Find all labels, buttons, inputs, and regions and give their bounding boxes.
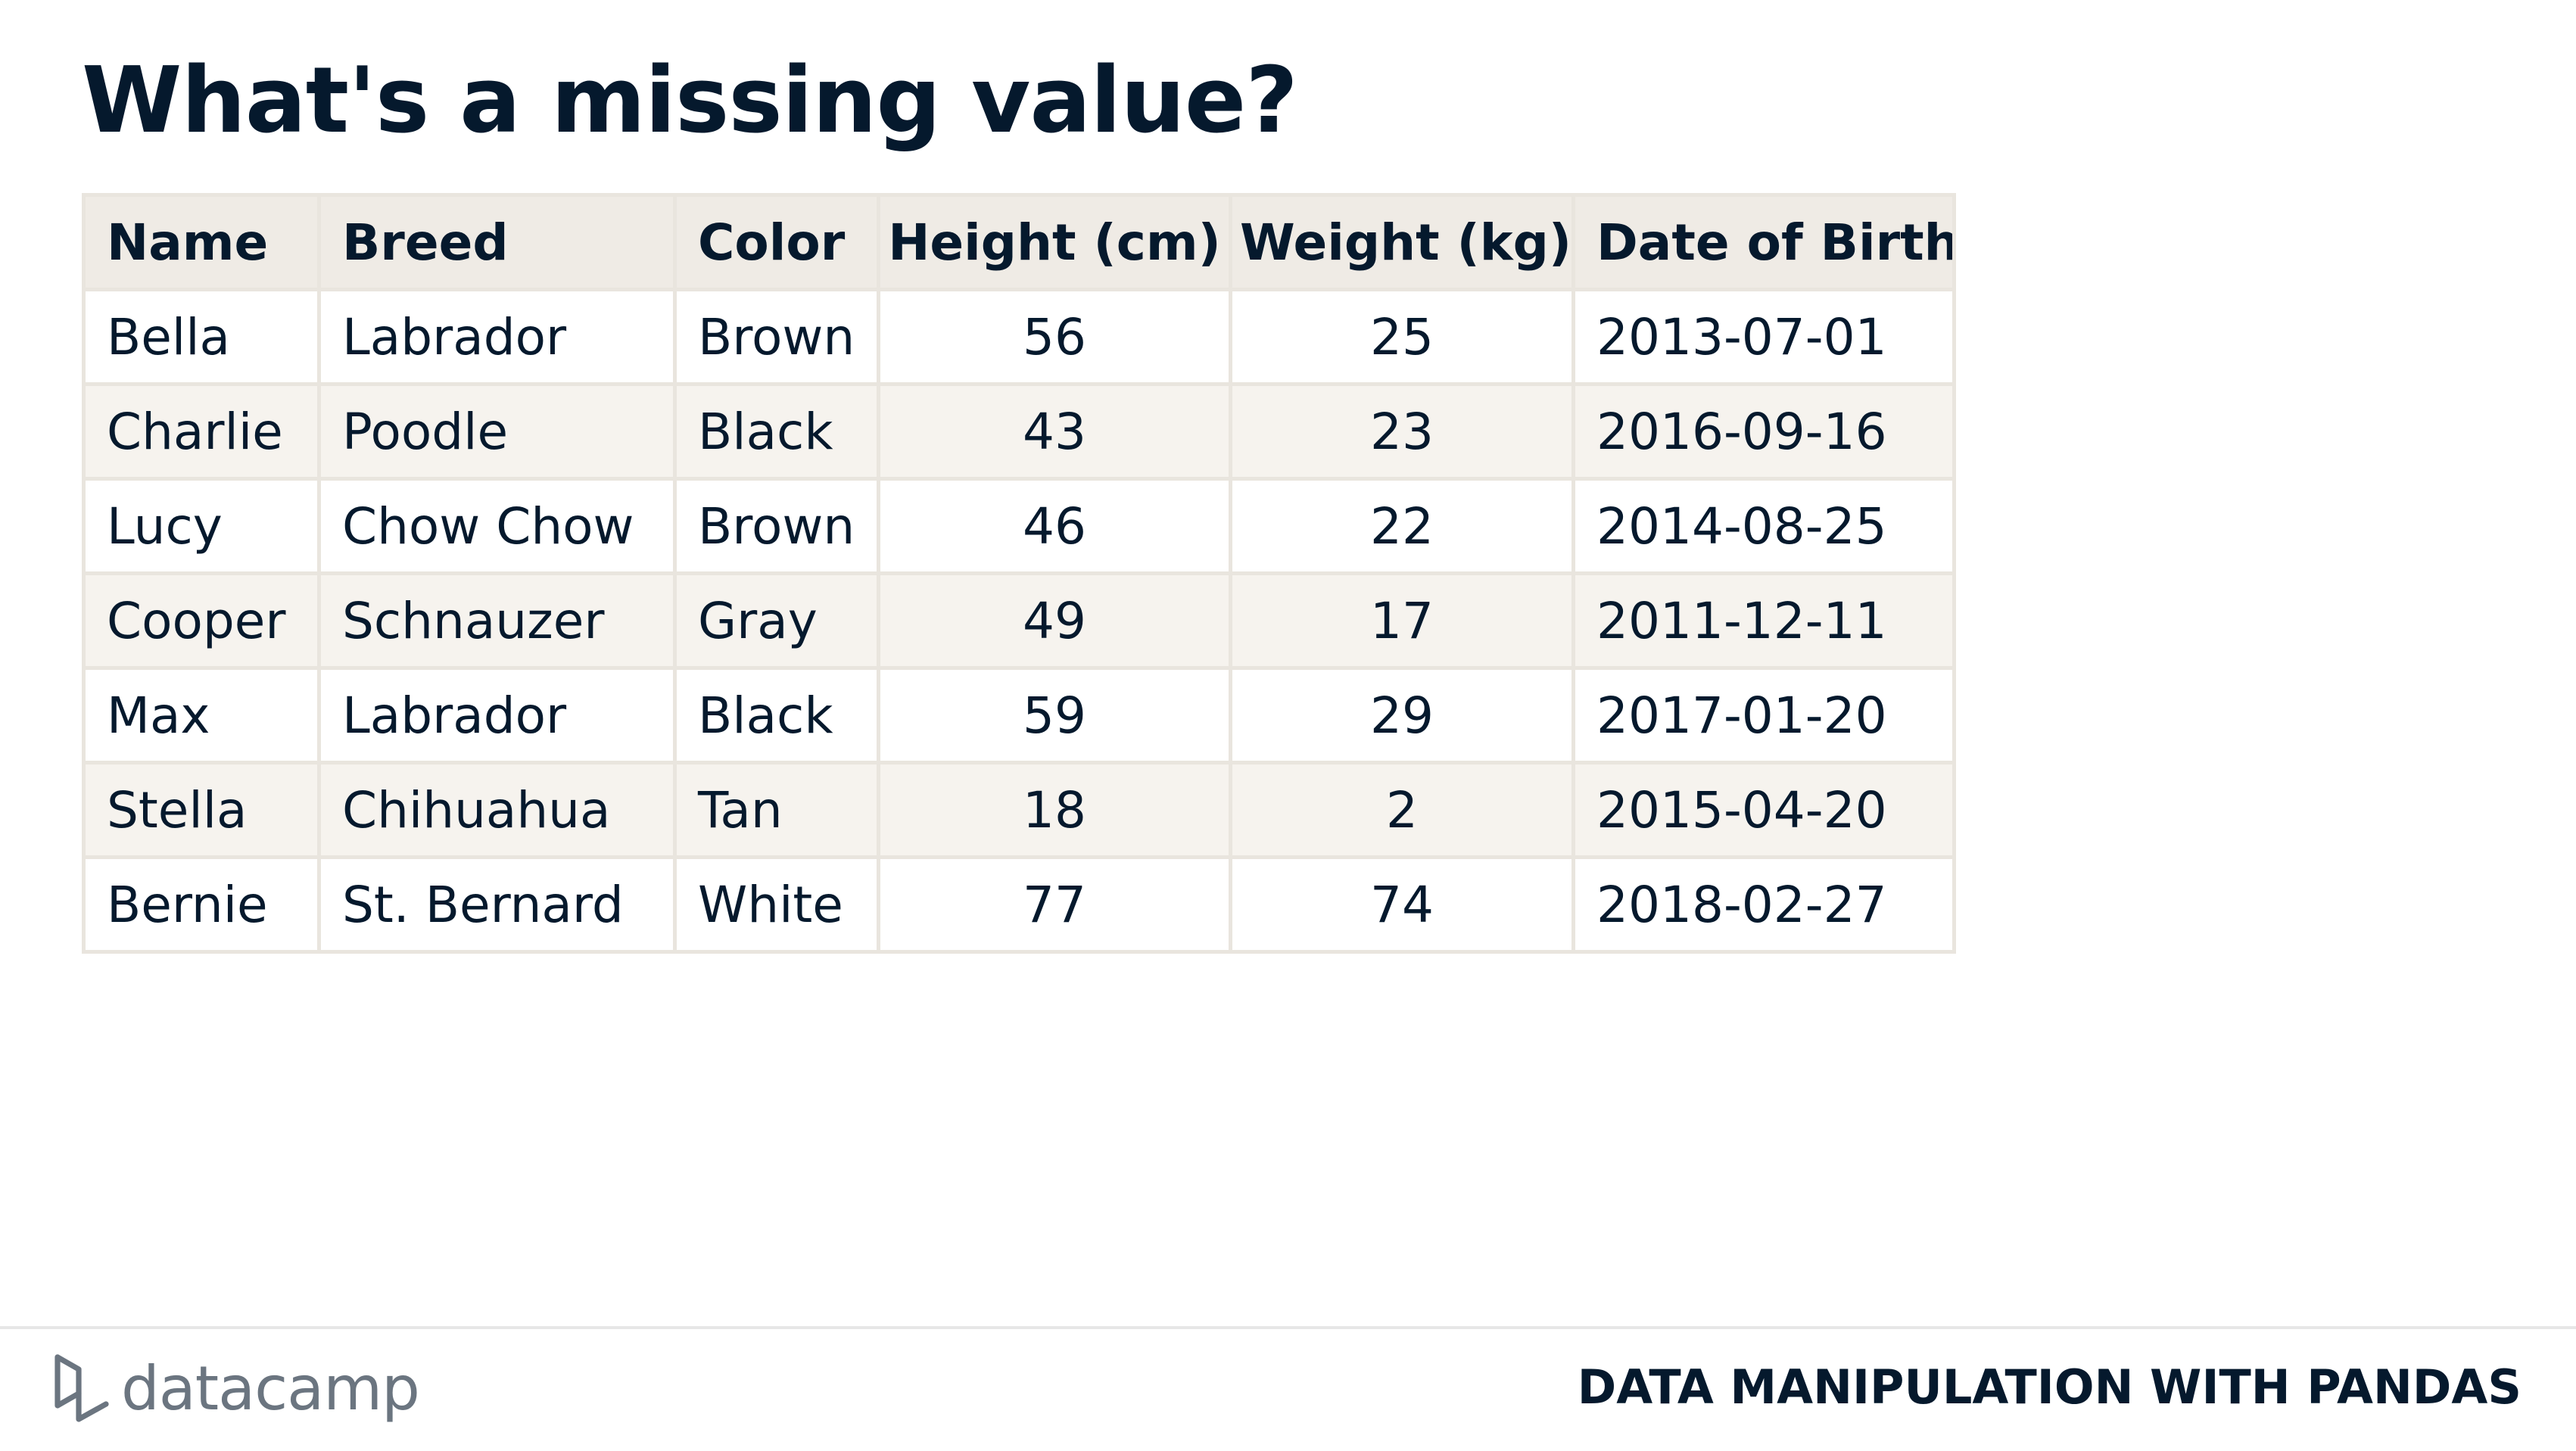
cell-date-of-birth: 2016-09-16 <box>1571 382 1956 481</box>
cell-name: Max <box>82 666 321 764</box>
cell-height: 59 <box>877 666 1232 764</box>
cell-weight: 29 <box>1229 666 1575 764</box>
footer-divider <box>0 1326 2576 1329</box>
cell-date-of-birth: 2018-02-27 <box>1571 855 1956 954</box>
cell-breed: Chihuahua <box>317 761 677 859</box>
column-header-breed: Breed <box>317 193 677 291</box>
column-header-name: Name <box>82 193 321 291</box>
cell-height: 56 <box>877 288 1232 386</box>
table-row: Lucy Chow Chow Brown 46 22 2014-08-25 <box>82 477 1956 575</box>
column-header-color: Color <box>673 193 880 291</box>
table-row: Max Labrador Black 59 29 2017-01-20 <box>82 666 1956 764</box>
cell-weight: 74 <box>1229 855 1575 954</box>
cell-weight: 2 <box>1229 761 1575 859</box>
cell-height: 43 <box>877 382 1232 481</box>
table-row: Bella Labrador Brown 56 25 2013-07-01 <box>82 288 1956 386</box>
datacamp-logo: datacamp <box>53 1351 420 1427</box>
cell-color: White <box>673 855 880 954</box>
cell-breed: St. Bernard <box>317 855 677 954</box>
cell-height: 46 <box>877 477 1232 575</box>
cell-breed: Labrador <box>317 666 677 764</box>
cell-color: Black <box>673 382 880 481</box>
dogs-table: Name Breed Color Height (cm) Weight (kg)… <box>82 193 1956 954</box>
cell-breed: Schnauzer <box>317 571 677 670</box>
cell-height: 49 <box>877 571 1232 670</box>
cell-weight: 23 <box>1229 382 1575 481</box>
cell-color: Brown <box>673 288 880 386</box>
cell-color: Brown <box>673 477 880 575</box>
cell-weight: 17 <box>1229 571 1575 670</box>
course-title: DATA MANIPULATION WITH PANDAS <box>1577 1359 2521 1415</box>
cell-name: Cooper <box>82 571 321 670</box>
table-row: Cooper Schnauzer Gray 49 17 2011-12-11 <box>82 571 1956 670</box>
cell-breed: Chow Chow <box>317 477 677 575</box>
cell-breed: Labrador <box>317 288 677 386</box>
cell-name: Bernie <box>82 855 321 954</box>
cell-name: Lucy <box>82 477 321 575</box>
cell-date-of-birth: 2015-04-20 <box>1571 761 1956 859</box>
cell-date-of-birth: 2013-07-01 <box>1571 288 1956 386</box>
cell-weight: 25 <box>1229 288 1575 386</box>
column-header-height: Height (cm) <box>877 193 1232 291</box>
table-row: Bernie St. Bernard White 77 74 2018-02-2… <box>82 855 1956 954</box>
datacamp-logo-icon <box>55 1354 109 1422</box>
cell-name: Charlie <box>82 382 321 481</box>
cell-weight: 22 <box>1229 477 1575 575</box>
cell-breed: Poodle <box>317 382 677 481</box>
cell-date-of-birth: 2017-01-20 <box>1571 666 1956 764</box>
slide-title: What's a missing value? <box>82 48 1298 154</box>
column-header-weight: Weight (kg) <box>1229 193 1575 291</box>
cell-color: Tan <box>673 761 880 859</box>
table-header-row: Name Breed Color Height (cm) Weight (kg)… <box>82 193 1956 291</box>
cell-color: Black <box>673 666 880 764</box>
table-row: Charlie Poodle Black 43 23 2016-09-16 <box>82 382 1956 481</box>
cell-color: Gray <box>673 571 880 670</box>
cell-name: Stella <box>82 761 321 859</box>
cell-date-of-birth: 2014-08-25 <box>1571 477 1956 575</box>
table-row: Stella Chihuahua Tan 18 2 2015-04-20 <box>82 761 1956 859</box>
cell-name: Bella <box>82 288 321 386</box>
column-header-date-of-birth: Date of Birth <box>1571 193 1956 291</box>
cell-height: 18 <box>877 761 1232 859</box>
cell-height: 77 <box>877 855 1232 954</box>
cell-date-of-birth: 2011-12-11 <box>1571 571 1956 670</box>
logo-wordmark: datacamp <box>121 1353 420 1424</box>
